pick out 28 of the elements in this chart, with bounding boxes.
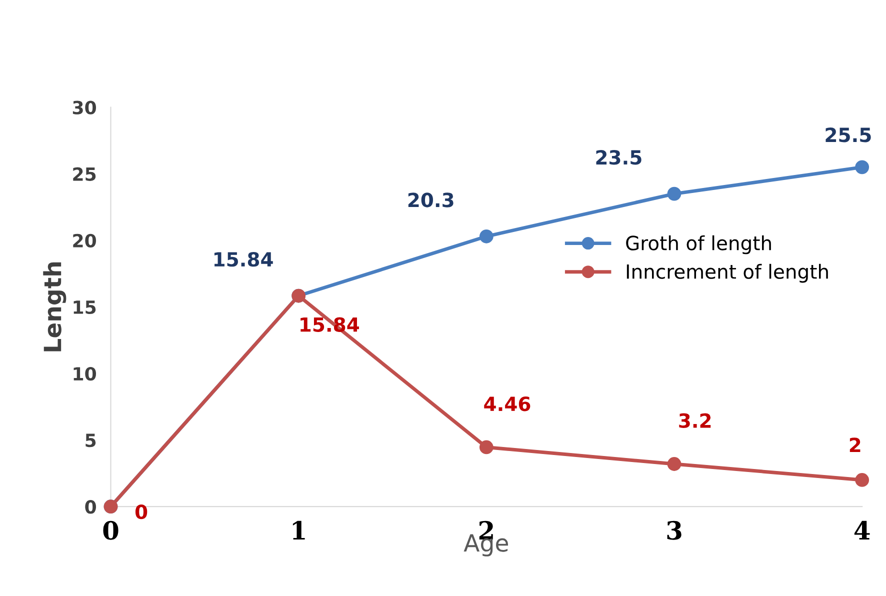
y-tick-label: 0 — [85, 500, 96, 514]
y-tick-label: 15 — [74, 300, 96, 314]
y-tick-label: 10 — [74, 366, 96, 381]
data-label: 25.5 — [826, 128, 871, 142]
x-tick-label: 4 — [854, 520, 870, 540]
x-tick-label: 0 — [103, 520, 118, 540]
point — [855, 160, 870, 174]
data-label: 23.5 — [596, 150, 642, 165]
point — [667, 186, 682, 201]
data-label: 3.2 — [679, 413, 711, 428]
y-tick-label: 20 — [73, 234, 96, 248]
data-label: 15.84 — [214, 252, 273, 267]
x-tick-label: 1 — [292, 520, 305, 540]
point — [479, 440, 494, 454]
y-tick-label: 5 — [86, 434, 96, 448]
data-label: 4.46 — [484, 396, 530, 412]
data-label: 20.3 — [408, 192, 454, 208]
data-label: 0 — [135, 504, 148, 520]
data-label: 2 — [850, 438, 860, 452]
y-tick-label: 25 — [73, 167, 96, 181]
point — [855, 473, 870, 487]
legend-label: Inncrement of length — [626, 264, 828, 283]
y-axis-title: Length — [43, 262, 66, 352]
legend-label: Groth of length — [626, 235, 771, 254]
y-tick-label: 30 — [72, 100, 96, 114]
point — [479, 229, 494, 244]
point — [667, 457, 682, 471]
x-tick-label: 3 — [667, 520, 682, 540]
